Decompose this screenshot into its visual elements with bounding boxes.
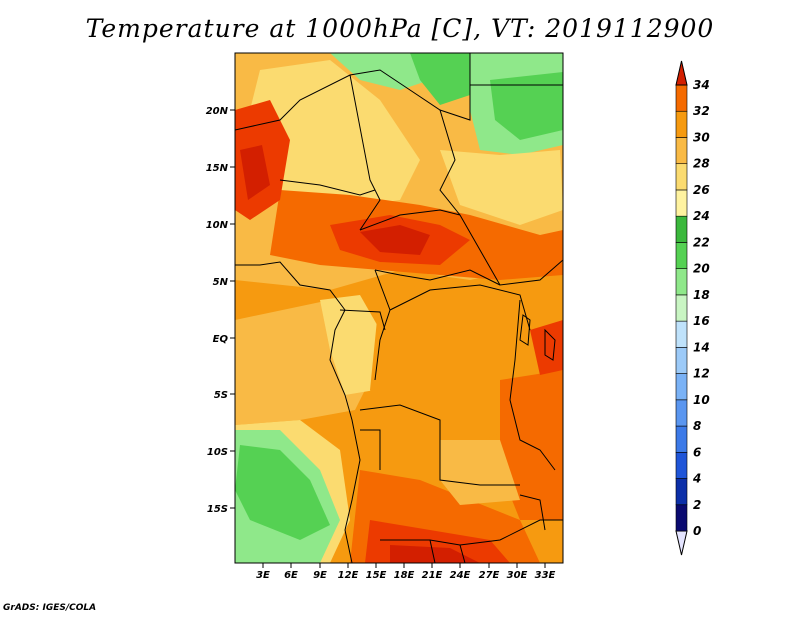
- borders: [235, 53, 563, 563]
- lon-label: 21E: [422, 570, 443, 581]
- colorbar-segment: [675, 84, 688, 112]
- colorbar-label: 6: [693, 445, 701, 459]
- colorbar-label: 30: [693, 130, 710, 144]
- colorbar-label: 22: [693, 235, 710, 249]
- map-title: Temperature at 1000hPa [C], VT: 20191129…: [85, 14, 715, 43]
- lat-label: EQ: [213, 334, 229, 345]
- colorbar-segment: [675, 347, 688, 374]
- colorbar-under-arrow: [675, 530, 688, 556]
- colorbar-label: 28: [693, 157, 710, 171]
- colorbar-segment: [675, 215, 688, 243]
- colorbar-label: 34: [693, 78, 710, 92]
- lat-label: 5S: [214, 390, 228, 401]
- colorbar-label: 20: [693, 262, 710, 276]
- grads-credit: GrADS: IGES/COLA: [3, 603, 97, 613]
- lon-label: 12E: [338, 570, 359, 581]
- colorbar-label: 24: [693, 209, 710, 223]
- colorbar-over-arrow: [675, 60, 688, 86]
- colorbar-segment: [675, 189, 688, 217]
- lon-label: 27E: [479, 570, 500, 581]
- colorbar-label: 2: [693, 498, 701, 512]
- lon-label: 18E: [394, 570, 415, 581]
- colorbar-label: 12: [693, 367, 710, 381]
- colorbar-label: 10: [693, 393, 710, 407]
- colorbar-segment: [675, 163, 688, 191]
- lon-label: 6E: [284, 570, 298, 581]
- colorbar-label: 4: [692, 472, 701, 486]
- colorbar-label: 18: [693, 288, 710, 302]
- colorbar-segment: [675, 242, 688, 269]
- lat-label: 5N: [213, 277, 229, 288]
- map-frame: [234, 52, 564, 564]
- lat-label: 15S: [207, 504, 228, 515]
- temperature-field: [235, 53, 563, 563]
- lat-axis: 20N 15N 10N 5N EQ 5S 10S 15S: [206, 106, 235, 515]
- lon-label: 9E: [313, 570, 327, 581]
- lon-label: 24E: [450, 570, 471, 581]
- colorbar-label: 26: [693, 183, 710, 197]
- colorbar-segment: [675, 137, 688, 165]
- colorbar-segment: [675, 451, 688, 479]
- colorbar-segment: [675, 399, 688, 427]
- lat-label: 15N: [206, 163, 229, 174]
- lat-label: 10N: [206, 220, 229, 231]
- colorbar-label: 0: [693, 524, 701, 538]
- colorbar-segment: [675, 504, 688, 532]
- lat-label: 10S: [207, 447, 228, 458]
- colorbar-segment: [675, 373, 688, 401]
- colorbar-label: 16: [693, 314, 710, 328]
- lon-label: 15E: [366, 570, 387, 581]
- lon-label: 33E: [535, 570, 556, 581]
- colorbar-segment: [675, 294, 688, 322]
- lon-label: 3E: [256, 570, 270, 581]
- colorbar-label: 14: [693, 340, 710, 354]
- lon-label: 30E: [507, 570, 528, 581]
- colorbar-segment: [675, 320, 688, 348]
- colorbar-segment: [675, 110, 688, 138]
- colorbar-segment: [675, 268, 688, 296]
- lat-label: 20N: [206, 106, 229, 117]
- colorbar-segment: [675, 425, 688, 453]
- colorbar-label: 32: [693, 104, 710, 118]
- lon-axis: 3E 6E 9E 12E 15E 18E 21E 24E 27E 30E 33E: [256, 563, 556, 581]
- colorbar-label: 8: [693, 419, 701, 433]
- colorbar-segment: [675, 478, 688, 506]
